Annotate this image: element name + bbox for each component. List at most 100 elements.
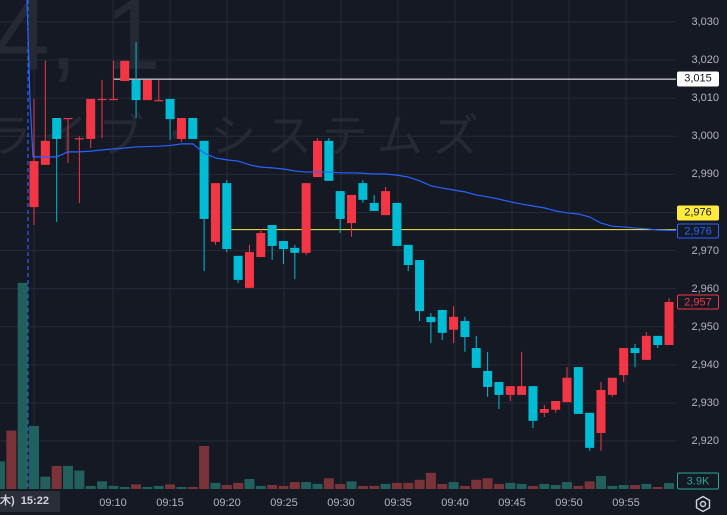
candle: [426, 313, 436, 344]
volume-bar: [335, 483, 346, 489]
volume-bar: [516, 483, 527, 489]
candle-body: [199, 140, 209, 219]
candle: [63, 117, 73, 163]
vwap-polyline: [26, 0, 676, 231]
candle: [256, 228, 266, 258]
grid: [0, 0, 676, 489]
time-tick-label: 09:45: [498, 497, 526, 509]
volume-bar: [607, 485, 618, 489]
candle: [40, 60, 50, 165]
volume-bar: [414, 479, 425, 489]
settings-icon[interactable]: [694, 495, 712, 513]
volume-bar: [278, 485, 289, 489]
volume-bar: [153, 485, 164, 489]
candle-body: [517, 386, 527, 395]
candle: [176, 117, 186, 142]
candle-body: [324, 140, 334, 181]
candle: [573, 367, 583, 414]
candle: [596, 381, 606, 451]
candle-body: [562, 377, 572, 403]
candle-body: [449, 316, 459, 330]
price-tick-label: 2,950: [691, 320, 719, 333]
volume-bar: [357, 485, 368, 489]
candle: [369, 194, 379, 211]
candles: [29, 42, 674, 451]
price-tick-label: 3,010: [691, 92, 719, 105]
candle-body: [131, 79, 141, 101]
volume-bar: [584, 481, 595, 489]
candle: [664, 298, 674, 346]
candle-body: [505, 386, 515, 395]
volume-bar: [664, 483, 675, 489]
candle-body: [641, 335, 651, 360]
candle: [29, 98, 39, 226]
candle-body: [607, 377, 617, 395]
time-tick-label: 09:25: [270, 497, 298, 509]
candle: [437, 309, 447, 341]
candle-body: [86, 98, 96, 139]
candle: [483, 351, 493, 397]
volume-bar: [0, 461, 5, 489]
volume-bar: [85, 485, 96, 489]
time-tick-label: 09:35: [384, 497, 412, 509]
candle-body: [596, 389, 606, 433]
candle-body: [244, 252, 254, 288]
candle-body: [63, 117, 73, 120]
volume-bar: [97, 481, 108, 489]
candle-body: [142, 79, 152, 101]
candle: [494, 381, 504, 409]
candle-body: [426, 316, 436, 323]
candle: [619, 348, 629, 382]
candle: [278, 241, 288, 264]
volume-bar: [346, 481, 357, 489]
candle-body: [415, 260, 425, 312]
volume-bar: [255, 485, 266, 489]
volume-bar: [550, 485, 561, 489]
volume-bar: [199, 445, 210, 489]
candle: [222, 180, 232, 253]
volume-bar: [63, 465, 74, 489]
candle-body: [381, 191, 391, 216]
candle-body: [165, 98, 175, 120]
volume-bar: [301, 482, 312, 489]
candle: [517, 351, 527, 395]
white-level-price-tag: 3,015: [677, 71, 719, 87]
candle-body: [551, 400, 561, 410]
price-tick-label: 3,020: [691, 54, 719, 67]
candle-body: [256, 233, 266, 258]
price-tick-label: 2,970: [691, 244, 719, 257]
candle: [97, 79, 107, 139]
candle: [449, 306, 459, 344]
volume-bar: [596, 475, 606, 489]
candle-body: [290, 247, 300, 253]
candle-body: [347, 194, 357, 224]
volume-bar: [233, 482, 244, 489]
candle: [301, 183, 311, 256]
candle: [188, 117, 198, 139]
candle: [142, 79, 152, 101]
volume-tag: 3.9K: [677, 472, 719, 490]
price-tick-label: 2,940: [691, 358, 719, 371]
candle-body: [619, 348, 629, 376]
candle-body: [278, 241, 288, 250]
candle: [347, 194, 357, 237]
candle: [505, 386, 515, 401]
price-tick-label: 2,930: [691, 396, 719, 409]
volume-bar: [131, 484, 142, 489]
volume-bar: [108, 485, 119, 489]
candle-body: [539, 408, 549, 413]
candle: [392, 202, 402, 246]
volume-bar: [448, 482, 459, 489]
candle: [199, 140, 209, 272]
candle: [607, 377, 617, 397]
volume-bar: [40, 476, 51, 489]
time-tick-label: 09:10: [99, 497, 127, 509]
candle-body: [403, 244, 413, 266]
candle-body: [210, 183, 220, 242]
candle: [131, 42, 141, 118]
volume-bar: [210, 482, 221, 489]
candle-body: [573, 367, 583, 414]
candle: [630, 343, 640, 368]
volume-bar: [391, 482, 402, 489]
